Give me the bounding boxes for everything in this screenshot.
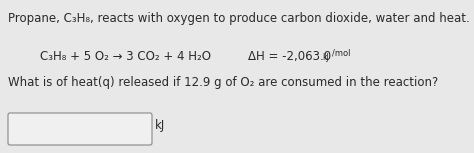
Text: Propane, C₃H₈, reacts with oxygen to produce carbon dioxide, water and heat.: Propane, C₃H₈, reacts with oxygen to pro… [8, 12, 470, 25]
FancyBboxPatch shape [8, 113, 152, 145]
Text: ΔH = -2,063.0: ΔH = -2,063.0 [248, 50, 335, 63]
Text: /mol: /mol [332, 49, 350, 58]
Text: kJ: kJ [322, 53, 329, 62]
Text: kJ: kJ [155, 119, 165, 132]
Text: C₃H₈ + 5 O₂ → 3 CO₂ + 4 H₂O: C₃H₈ + 5 O₂ → 3 CO₂ + 4 H₂O [40, 50, 211, 63]
Text: What is of heat(q) released if 12.9 g of O₂ are consumed in the reaction?: What is of heat(q) released if 12.9 g of… [8, 76, 438, 89]
